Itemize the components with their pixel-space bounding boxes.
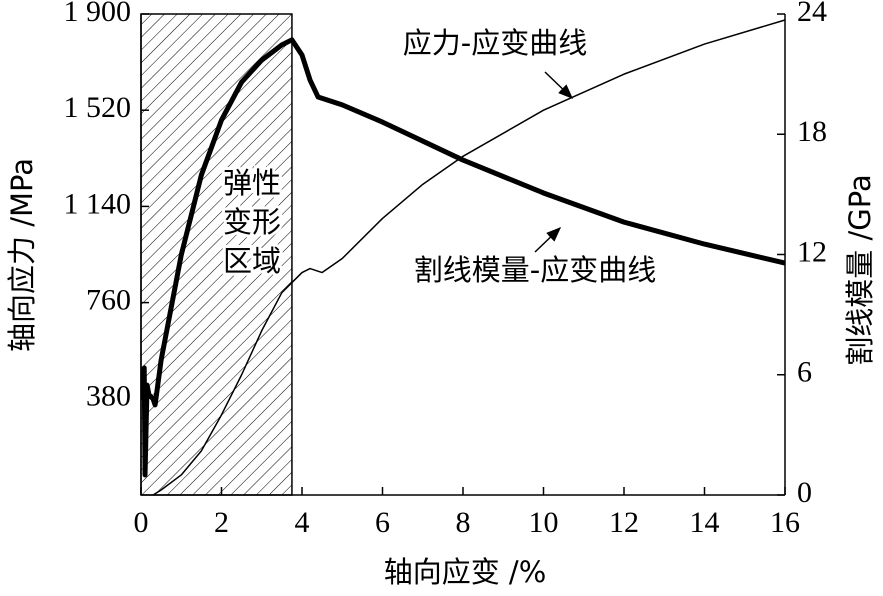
series-line [152,19,786,496]
y-tick-label: 1 900 [64,0,132,28]
x-tick-label: 12 [609,506,639,539]
y-tick-label: 1 520 [64,91,132,124]
x-tick-label: 2 [214,506,229,539]
elastic-region [140,13,293,496]
region-label: 变形 [223,205,281,239]
x-tick-label: 8 [456,506,471,539]
series-label: 割线模量-应变曲线 [414,253,656,287]
y2-tick-label: 6 [797,356,812,389]
x-tick-label: 14 [690,506,720,539]
x-tick-label: 16 [770,506,800,539]
region-label: 区域 [223,244,281,278]
y-tick-label: 760 [86,283,131,316]
annotation-arrow [544,71,574,100]
x-tick-label: 10 [529,506,559,539]
y-tick-label: 1 140 [64,187,132,220]
y2-tick-label: 24 [797,0,827,28]
region-label: 弹性 [223,166,281,200]
y2-tick-label: 18 [797,115,827,148]
y2-tick-label: 12 [797,235,827,268]
x-tick-label: 4 [295,506,310,539]
x-tick-label: 0 [134,506,149,539]
series-line [140,37,786,478]
x-axis-title: 轴向应变 /% [384,555,547,589]
y-axis-title: 轴向应力 /MPa [5,158,39,352]
y-tick-label: 380 [86,380,131,413]
annotation-arrow [534,226,562,253]
y2-tick-label: 0 [797,476,812,509]
y2-axis-title: 割线模量 /GPa [843,174,877,365]
x-tick-label: 6 [375,506,390,539]
series-label: 应力-应变曲线 [403,26,587,60]
